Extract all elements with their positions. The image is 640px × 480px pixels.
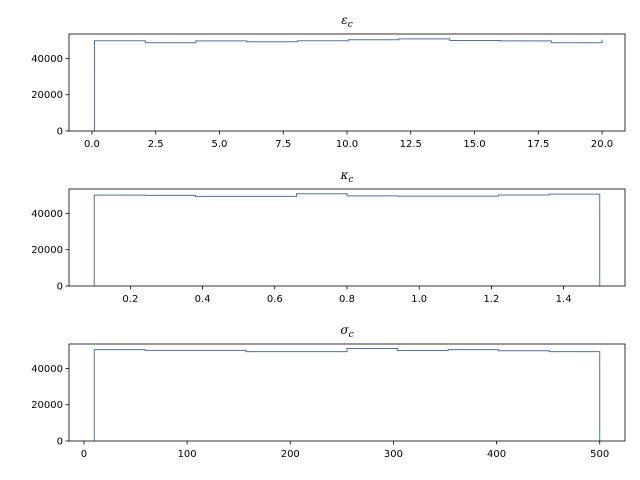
histogram-step-line xyxy=(93,193,601,286)
x-tick-label: 20.0 xyxy=(591,139,613,150)
x-tick-label: 100 xyxy=(178,449,197,460)
x-tick-label: 10.0 xyxy=(336,139,358,150)
y-tick-label: 0 xyxy=(57,127,63,138)
y-tick-label: 0 xyxy=(57,437,63,448)
y-tick-label: 40000 xyxy=(31,364,63,375)
subplot-title: κc xyxy=(340,168,354,185)
subplot-title: σc xyxy=(340,323,353,340)
x-tick-label: 12.5 xyxy=(400,139,422,150)
x-tick-label: 15.0 xyxy=(463,139,485,150)
x-tick-label: 0.8 xyxy=(339,294,355,305)
histogram-step-line xyxy=(93,348,601,441)
y-tick-label: 0 xyxy=(57,282,63,293)
x-tick-label: 0 xyxy=(81,449,87,460)
x-tick-label: 0.0 xyxy=(84,139,100,150)
x-tick-label: 1.2 xyxy=(483,294,499,305)
y-tick-label: 40000 xyxy=(31,54,63,65)
x-tick-label: 5.0 xyxy=(212,139,228,150)
x-tick-label: 1.4 xyxy=(556,294,572,305)
x-tick-label: 0.6 xyxy=(267,294,283,305)
x-tick-label: 0.2 xyxy=(122,294,138,305)
axes-frame xyxy=(68,188,626,287)
y-tick-label: 20000 xyxy=(31,90,63,101)
x-tick-label: 0.4 xyxy=(195,294,211,305)
x-tick-label: 400 xyxy=(487,449,506,460)
x-tick-label: 2.5 xyxy=(148,139,164,150)
axes-frame xyxy=(68,33,626,132)
y-tick-label: 20000 xyxy=(31,245,63,256)
axes-frame xyxy=(68,343,626,442)
y-tick-label: 40000 xyxy=(31,209,63,220)
subplot-epsilon: 0.0 2.5 5.0 7.5 10.0 12.5 15.0 17.5 20.0 0 20000 40… xyxy=(31,13,626,150)
subplot-sigma: 0 100 200 300 400 500 0 20000 40000 σc xyxy=(31,323,626,460)
x-tick-label: 7.5 xyxy=(275,139,291,150)
y-tick-label: 20000 xyxy=(31,400,63,411)
x-tick-label: 17.5 xyxy=(527,139,549,150)
subplot-kappa: 0.2 0.4 0.6 0.8 1.0 1.2 1.4 0 20000 40000 κc xyxy=(31,168,626,305)
histogram-step-line xyxy=(94,38,603,131)
x-tick-label: 500 xyxy=(590,449,609,460)
x-tick-label: 300 xyxy=(384,449,403,460)
subplot-title: εc xyxy=(341,13,353,30)
x-tick-label: 200 xyxy=(281,449,300,460)
x-tick-label: 1.0 xyxy=(411,294,427,305)
